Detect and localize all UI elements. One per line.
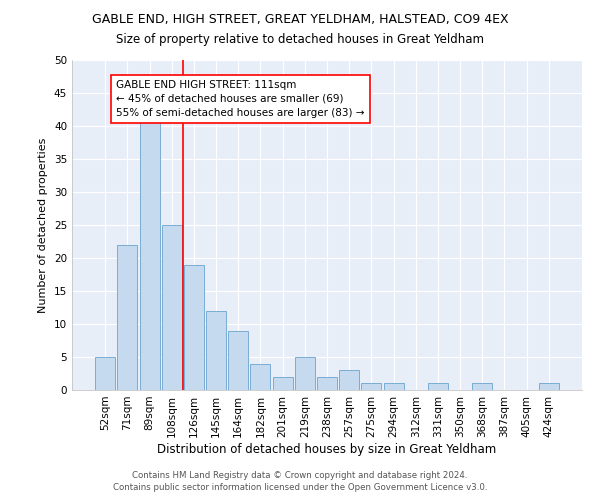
Bar xyxy=(339,370,359,390)
Bar xyxy=(228,330,248,390)
Bar xyxy=(140,120,160,390)
Text: Size of property relative to detached houses in Great Yeldham: Size of property relative to detached ho… xyxy=(116,32,484,46)
Bar xyxy=(472,384,492,390)
Text: Contains HM Land Registry data © Crown copyright and database right 2024.: Contains HM Land Registry data © Crown c… xyxy=(132,471,468,480)
Bar xyxy=(295,357,315,390)
Text: GABLE END, HIGH STREET, GREAT YELDHAM, HALSTEAD, CO9 4EX: GABLE END, HIGH STREET, GREAT YELDHAM, H… xyxy=(92,12,508,26)
Bar xyxy=(428,384,448,390)
Bar xyxy=(206,311,226,390)
X-axis label: Distribution of detached houses by size in Great Yeldham: Distribution of detached houses by size … xyxy=(157,442,497,456)
Bar xyxy=(361,384,382,390)
Bar xyxy=(272,377,293,390)
Bar xyxy=(118,245,137,390)
Text: GABLE END HIGH STREET: 111sqm
← 45% of detached houses are smaller (69)
55% of s: GABLE END HIGH STREET: 111sqm ← 45% of d… xyxy=(116,80,365,118)
Bar xyxy=(95,357,115,390)
Bar xyxy=(317,377,337,390)
Bar xyxy=(539,384,559,390)
Text: Contains public sector information licensed under the Open Government Licence v3: Contains public sector information licen… xyxy=(113,484,487,492)
Bar xyxy=(250,364,271,390)
Bar xyxy=(184,264,204,390)
Bar xyxy=(162,225,182,390)
Bar xyxy=(383,384,404,390)
Y-axis label: Number of detached properties: Number of detached properties xyxy=(38,138,49,312)
